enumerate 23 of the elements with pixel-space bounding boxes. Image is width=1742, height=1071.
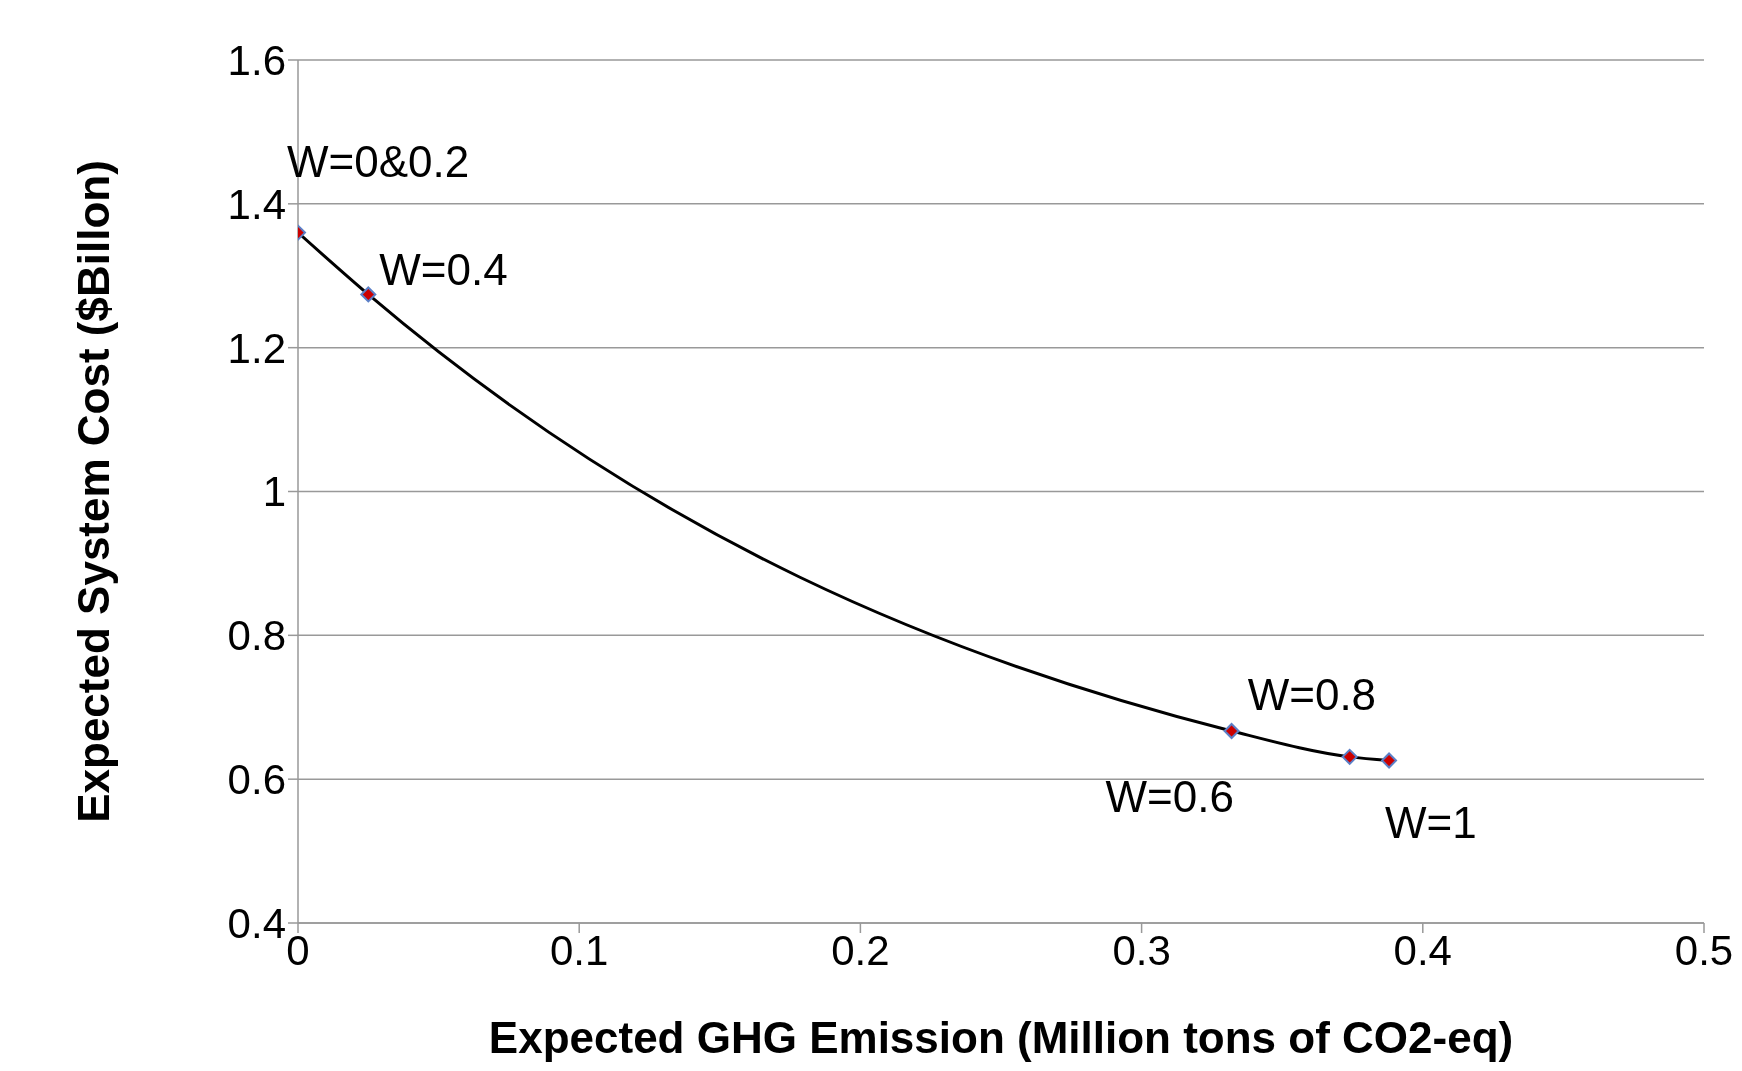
y-tick-label: 0.8 <box>227 612 286 660</box>
y-tick-label: 1.4 <box>227 180 286 228</box>
x-tick-label: 0.2 <box>831 926 890 974</box>
point <box>1341 748 1358 765</box>
point <box>1381 752 1398 769</box>
annotation: W=0.4 <box>379 245 508 295</box>
y-tick-label: 0.6 <box>227 756 286 804</box>
x-axis-title: Expected GHG Emission (Million tons of CO2-eq) <box>488 1013 1514 1062</box>
y-axis-title: Expected System Cost ($Billon) <box>68 160 118 823</box>
x-tick-label: 0 <box>286 926 310 974</box>
y-tick-label: 1.2 <box>227 324 286 372</box>
x-tick-label: 0.5 <box>1674 926 1734 974</box>
annotation: W=1 <box>1385 798 1477 848</box>
point <box>1223 722 1240 739</box>
y-tick-label: 1 <box>262 468 286 516</box>
y-tick-label: 1.6 <box>227 36 286 84</box>
x-tick-label: 0.4 <box>1393 926 1452 974</box>
annotation: W=0&0.2 <box>287 136 470 186</box>
x-tick-label: 0.1 <box>550 926 609 974</box>
annotation: W=0.6 <box>1105 771 1234 821</box>
point <box>360 286 377 303</box>
annotation: W=0.8 <box>1247 669 1377 719</box>
x-tick-label: 0.3 <box>1112 926 1171 974</box>
